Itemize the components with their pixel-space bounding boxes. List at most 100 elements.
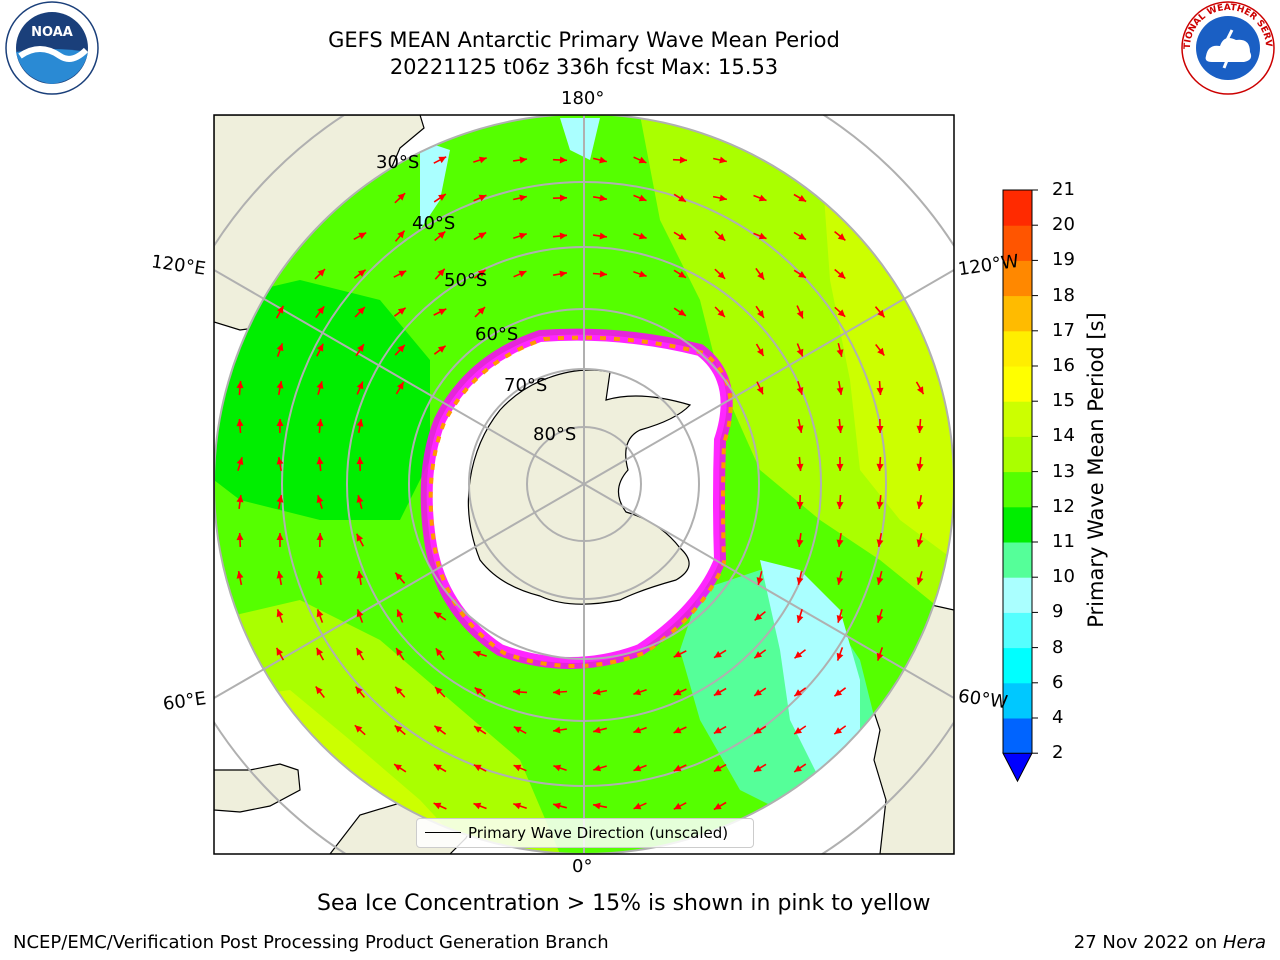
wave-vector-head: [513, 764, 522, 772]
wave-vector-head: [678, 309, 686, 316]
wave-vector-head: [276, 381, 284, 389]
wave-vector-head: [394, 725, 403, 733]
wave-vector-head: [758, 232, 767, 240]
wave-vector-head: [756, 386, 764, 395]
wave-vector-head: [673, 802, 682, 810]
wave-vector-head: [713, 726, 722, 734]
wave-vector-head: [754, 613, 763, 621]
wave-vector-head: [236, 419, 244, 427]
wave-vector-head: [356, 609, 364, 618]
wave-vector-head: [559, 156, 567, 164]
wave-vector-head: [236, 381, 244, 389]
wave-vector-head: [356, 648, 363, 656]
wave-vector-head: [438, 156, 447, 164]
wave-vector-head: [876, 577, 884, 585]
wave-vector-head: [236, 571, 244, 579]
colorbar-tick-label: 14: [1052, 425, 1075, 447]
colorbar-tick-label: 15: [1052, 390, 1075, 412]
chart-subtitle: 20221125 t06z 336h fcst Max: 15.53: [389, 55, 779, 79]
wave-vector-head: [434, 764, 442, 771]
date-prefix: 27 Nov 2022 on: [1073, 932, 1223, 953]
wave-vector-head: [917, 386, 924, 395]
wave-vector-head: [876, 539, 884, 547]
colorbar-tick-label: 6: [1052, 671, 1064, 693]
colorbar-swatch: [1003, 190, 1032, 226]
wave-vector-head: [593, 764, 601, 772]
wave-vector-head: [356, 571, 364, 579]
wave-vector-head: [876, 615, 884, 623]
colorbar-tick-label: 19: [1052, 249, 1075, 271]
colorbar-swatch: [1003, 506, 1032, 543]
wave-vector-head: [638, 270, 647, 278]
wave-vector-head: [513, 688, 521, 696]
lat-label-30s: 30°S: [376, 152, 420, 173]
wave-vector-head: [316, 381, 324, 389]
colorbar-tick-label: 18: [1052, 284, 1075, 306]
lat-label-70s: 70°S: [504, 375, 548, 396]
colorbar-tick-label: 16: [1052, 355, 1075, 376]
noaa-logo-text: NOAA: [31, 25, 73, 40]
wave-vector-head: [356, 533, 364, 542]
legend-label: Primary Wave Direction (unscaled): [468, 824, 729, 842]
colorbar-tick-label: 9: [1052, 601, 1064, 623]
wave-vector-head: [396, 648, 403, 656]
wave-vector-head: [433, 802, 442, 810]
wave-vector-head: [679, 156, 687, 164]
wave-vector-head: [836, 501, 844, 509]
wave-vector-head: [836, 652, 844, 661]
lat-label-60s: 60°S: [475, 324, 519, 345]
wave-vector-head: [518, 270, 527, 278]
colorbar-swatch: [1003, 295, 1032, 332]
wave-vector-head: [673, 764, 682, 772]
credit-line: NCEP/EMC/Verification Post Processing Pr…: [13, 932, 609, 953]
wave-vector-head: [396, 609, 404, 618]
colorbar-swatch: [1003, 260, 1032, 297]
colorbar-tick-label: 20: [1052, 214, 1075, 236]
wave-vector-head: [678, 195, 686, 202]
wave-vector-head: [757, 348, 764, 356]
wave-vector-head: [599, 156, 607, 164]
wave-vector-head: [236, 533, 244, 541]
wave-vector-head: [837, 309, 846, 317]
wave-vector-head: [717, 271, 726, 279]
wave-vector-head: [559, 232, 567, 240]
wave-vector-head: [757, 271, 765, 280]
wave-vector-head: [794, 765, 802, 772]
wave-vector-head: [357, 344, 364, 352]
wave-vector-head: [276, 609, 284, 618]
wave-vector-head: [754, 765, 762, 772]
wave-vector-head: [719, 156, 727, 164]
wave-vector-head: [473, 764, 482, 772]
wave-vector-head: [916, 501, 924, 509]
wave-vector-head: [834, 727, 842, 735]
colorbar-tick-label: 10: [1052, 566, 1075, 588]
wave-vector-head: [638, 232, 647, 240]
wave-vector-head: [354, 725, 363, 733]
colorbar-tick-label: 17: [1052, 319, 1075, 341]
wave-vector-head: [276, 419, 284, 426]
footer-note-text: Sea Ice Concentration > 15% is shown in …: [317, 891, 931, 916]
wave-vector-head: [356, 495, 364, 503]
colorbar-swatch: [1003, 366, 1032, 402]
wave-vector-head: [397, 382, 404, 390]
wave-vector-head: [717, 233, 726, 241]
wave-vector-head: [316, 609, 324, 618]
wave-vector-head: [836, 539, 844, 547]
wave-vector-head: [713, 764, 722, 772]
wave-vector-head: [559, 270, 567, 278]
wave-vector-head: [796, 577, 804, 585]
wave-vector-head: [316, 533, 324, 541]
colorbar-swatch: [1003, 718, 1032, 754]
wave-vector-head: [798, 233, 806, 240]
wave-vector-head: [794, 727, 802, 734]
wave-vector-head: [316, 419, 324, 427]
wave-vector-head: [316, 495, 324, 504]
wave-vector-head: [876, 463, 884, 471]
wave-vector-head: [478, 194, 487, 202]
wave-vector-head: [758, 194, 767, 202]
lat-label-50s: 50°S: [444, 270, 488, 291]
wave-vector-head: [756, 577, 764, 585]
wave-vector-head: [633, 764, 642, 772]
wave-vector-head: [796, 425, 804, 433]
wave-direction-vectors: [236, 156, 925, 811]
